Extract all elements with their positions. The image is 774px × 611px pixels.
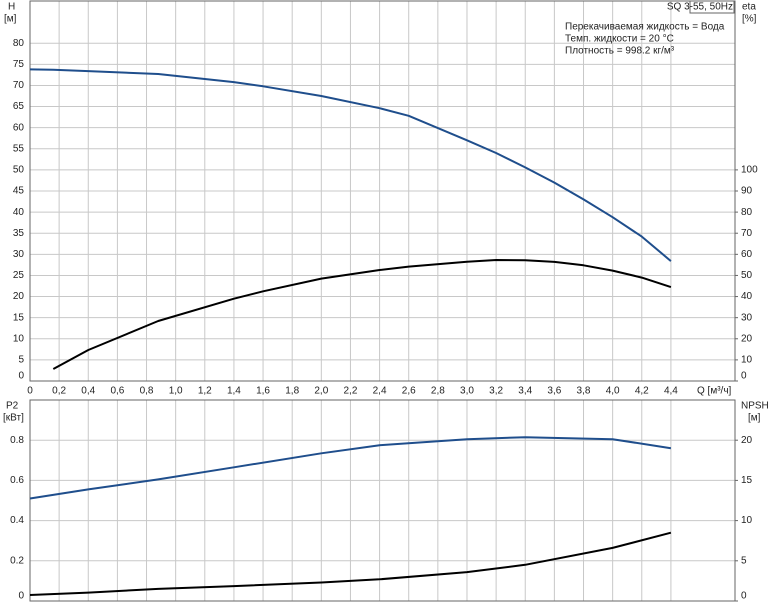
x-tick-label: 0,2 <box>52 386 66 397</box>
y-axis-unit: [м] <box>4 14 17 25</box>
y-tick-label: 5 <box>18 355 24 366</box>
y2-tick-label: 20 <box>741 333 753 344</box>
curve <box>29 531 672 596</box>
y-tick-label: 0.2 <box>10 555 24 566</box>
x-tick-label: 1,8 <box>285 386 299 397</box>
x-tick-label: 3,2 <box>489 386 503 397</box>
x-tick-label: 1,6 <box>256 386 270 397</box>
y2-axis-label: eta <box>742 2 756 13</box>
y2-tick-label: 50 <box>741 270 753 281</box>
y-tick-label: 10 <box>13 333 25 344</box>
y2-tick-label: 10 <box>741 355 753 366</box>
y-tick-label: 55 <box>13 143 25 154</box>
y2-tick-label: 40 <box>741 291 753 302</box>
note: Плотность = 998.2 кг/м³ <box>565 46 675 57</box>
y-tick-label: 0.6 <box>10 475 24 486</box>
y-tick-label: 50 <box>13 165 25 176</box>
y2-tick-label: 20 <box>741 435 753 446</box>
y-tick-label: 40 <box>13 207 25 218</box>
y2-tick-label: 0 <box>741 591 747 602</box>
x-tick-label: 4,0 <box>606 386 620 397</box>
y-tick-label: 15 <box>13 312 25 323</box>
y2-tick-label: 0 <box>741 371 747 382</box>
x-tick-label: 2,2 <box>344 386 358 397</box>
x-tick-label: 0,8 <box>140 386 154 397</box>
y-tick-label: 80 <box>13 38 25 49</box>
y-tick-label: 0 <box>18 371 24 382</box>
y-tick-label: 0.8 <box>10 435 24 446</box>
y2-tick-label: 100 <box>741 165 758 176</box>
y-tick-label: 35 <box>13 228 25 239</box>
x-tick-label: 0,6 <box>110 386 124 397</box>
y2-axis-unit: [м] <box>748 413 761 424</box>
y2-tick-label: 70 <box>741 228 753 239</box>
note: Перекачиваемая жидкость = Вода <box>565 22 725 33</box>
chart-title: SQ 3-55, 50Hz <box>667 2 733 13</box>
x-tick-label: 0 <box>27 386 33 397</box>
y2-axis-unit: [%] <box>742 14 757 25</box>
y-tick-label: 45 <box>13 186 25 197</box>
x-tick-label: 2,4 <box>373 386 387 397</box>
y-tick-label: 0 <box>18 591 24 602</box>
x-tick-label: 2,6 <box>402 386 416 397</box>
title-box <box>689 0 735 14</box>
y-tick-label: 25 <box>13 270 25 281</box>
x-tick-label: 3,0 <box>460 386 474 397</box>
y-axis-label: H <box>8 2 15 13</box>
x-tick-label: 3,8 <box>577 386 591 397</box>
y2-tick-label: 80 <box>741 207 753 218</box>
x-tick-label: 3,4 <box>518 386 532 397</box>
curve <box>52 259 672 370</box>
x-tick-label: 2,0 <box>314 386 328 397</box>
note: Темп. жидкости = 20 °C <box>565 34 674 45</box>
y2-tick-label: 90 <box>741 186 753 197</box>
x-tick-label: 1,4 <box>227 386 241 397</box>
x-tick-label: 0,4 <box>81 386 95 397</box>
y-tick-label: 65 <box>13 101 25 112</box>
curve <box>29 436 672 500</box>
x-tick-label: 1,2 <box>198 386 212 397</box>
y-tick-label: 30 <box>13 249 25 260</box>
y-tick-label: 0.4 <box>10 515 24 526</box>
curve <box>29 68 672 262</box>
x-tick-label: 4,2 <box>635 386 649 397</box>
y2-axis-label: NPSH <box>741 401 769 412</box>
x-tick-label: 4,4 <box>664 386 678 397</box>
x-tick-label: 1,0 <box>169 386 183 397</box>
y-axis-label: P2 <box>6 401 19 412</box>
plot-frame <box>29 399 736 602</box>
y-tick-label: 75 <box>13 59 25 70</box>
y2-tick-label: 15 <box>741 475 753 486</box>
y-tick-label: 70 <box>13 80 25 91</box>
y-tick-label: 20 <box>13 291 25 302</box>
y-tick-label: 60 <box>13 122 25 133</box>
y-axis-unit: [кВт] <box>3 413 24 424</box>
y2-tick-label: 30 <box>741 312 753 323</box>
x-axis-label: Q [м³/ч] <box>697 386 732 397</box>
y2-tick-label: 60 <box>741 249 753 260</box>
x-tick-label: 2,8 <box>431 386 445 397</box>
y2-tick-label: 10 <box>741 515 753 526</box>
y2-tick-label: 5 <box>741 555 747 566</box>
x-tick-label: 3,6 <box>547 386 561 397</box>
